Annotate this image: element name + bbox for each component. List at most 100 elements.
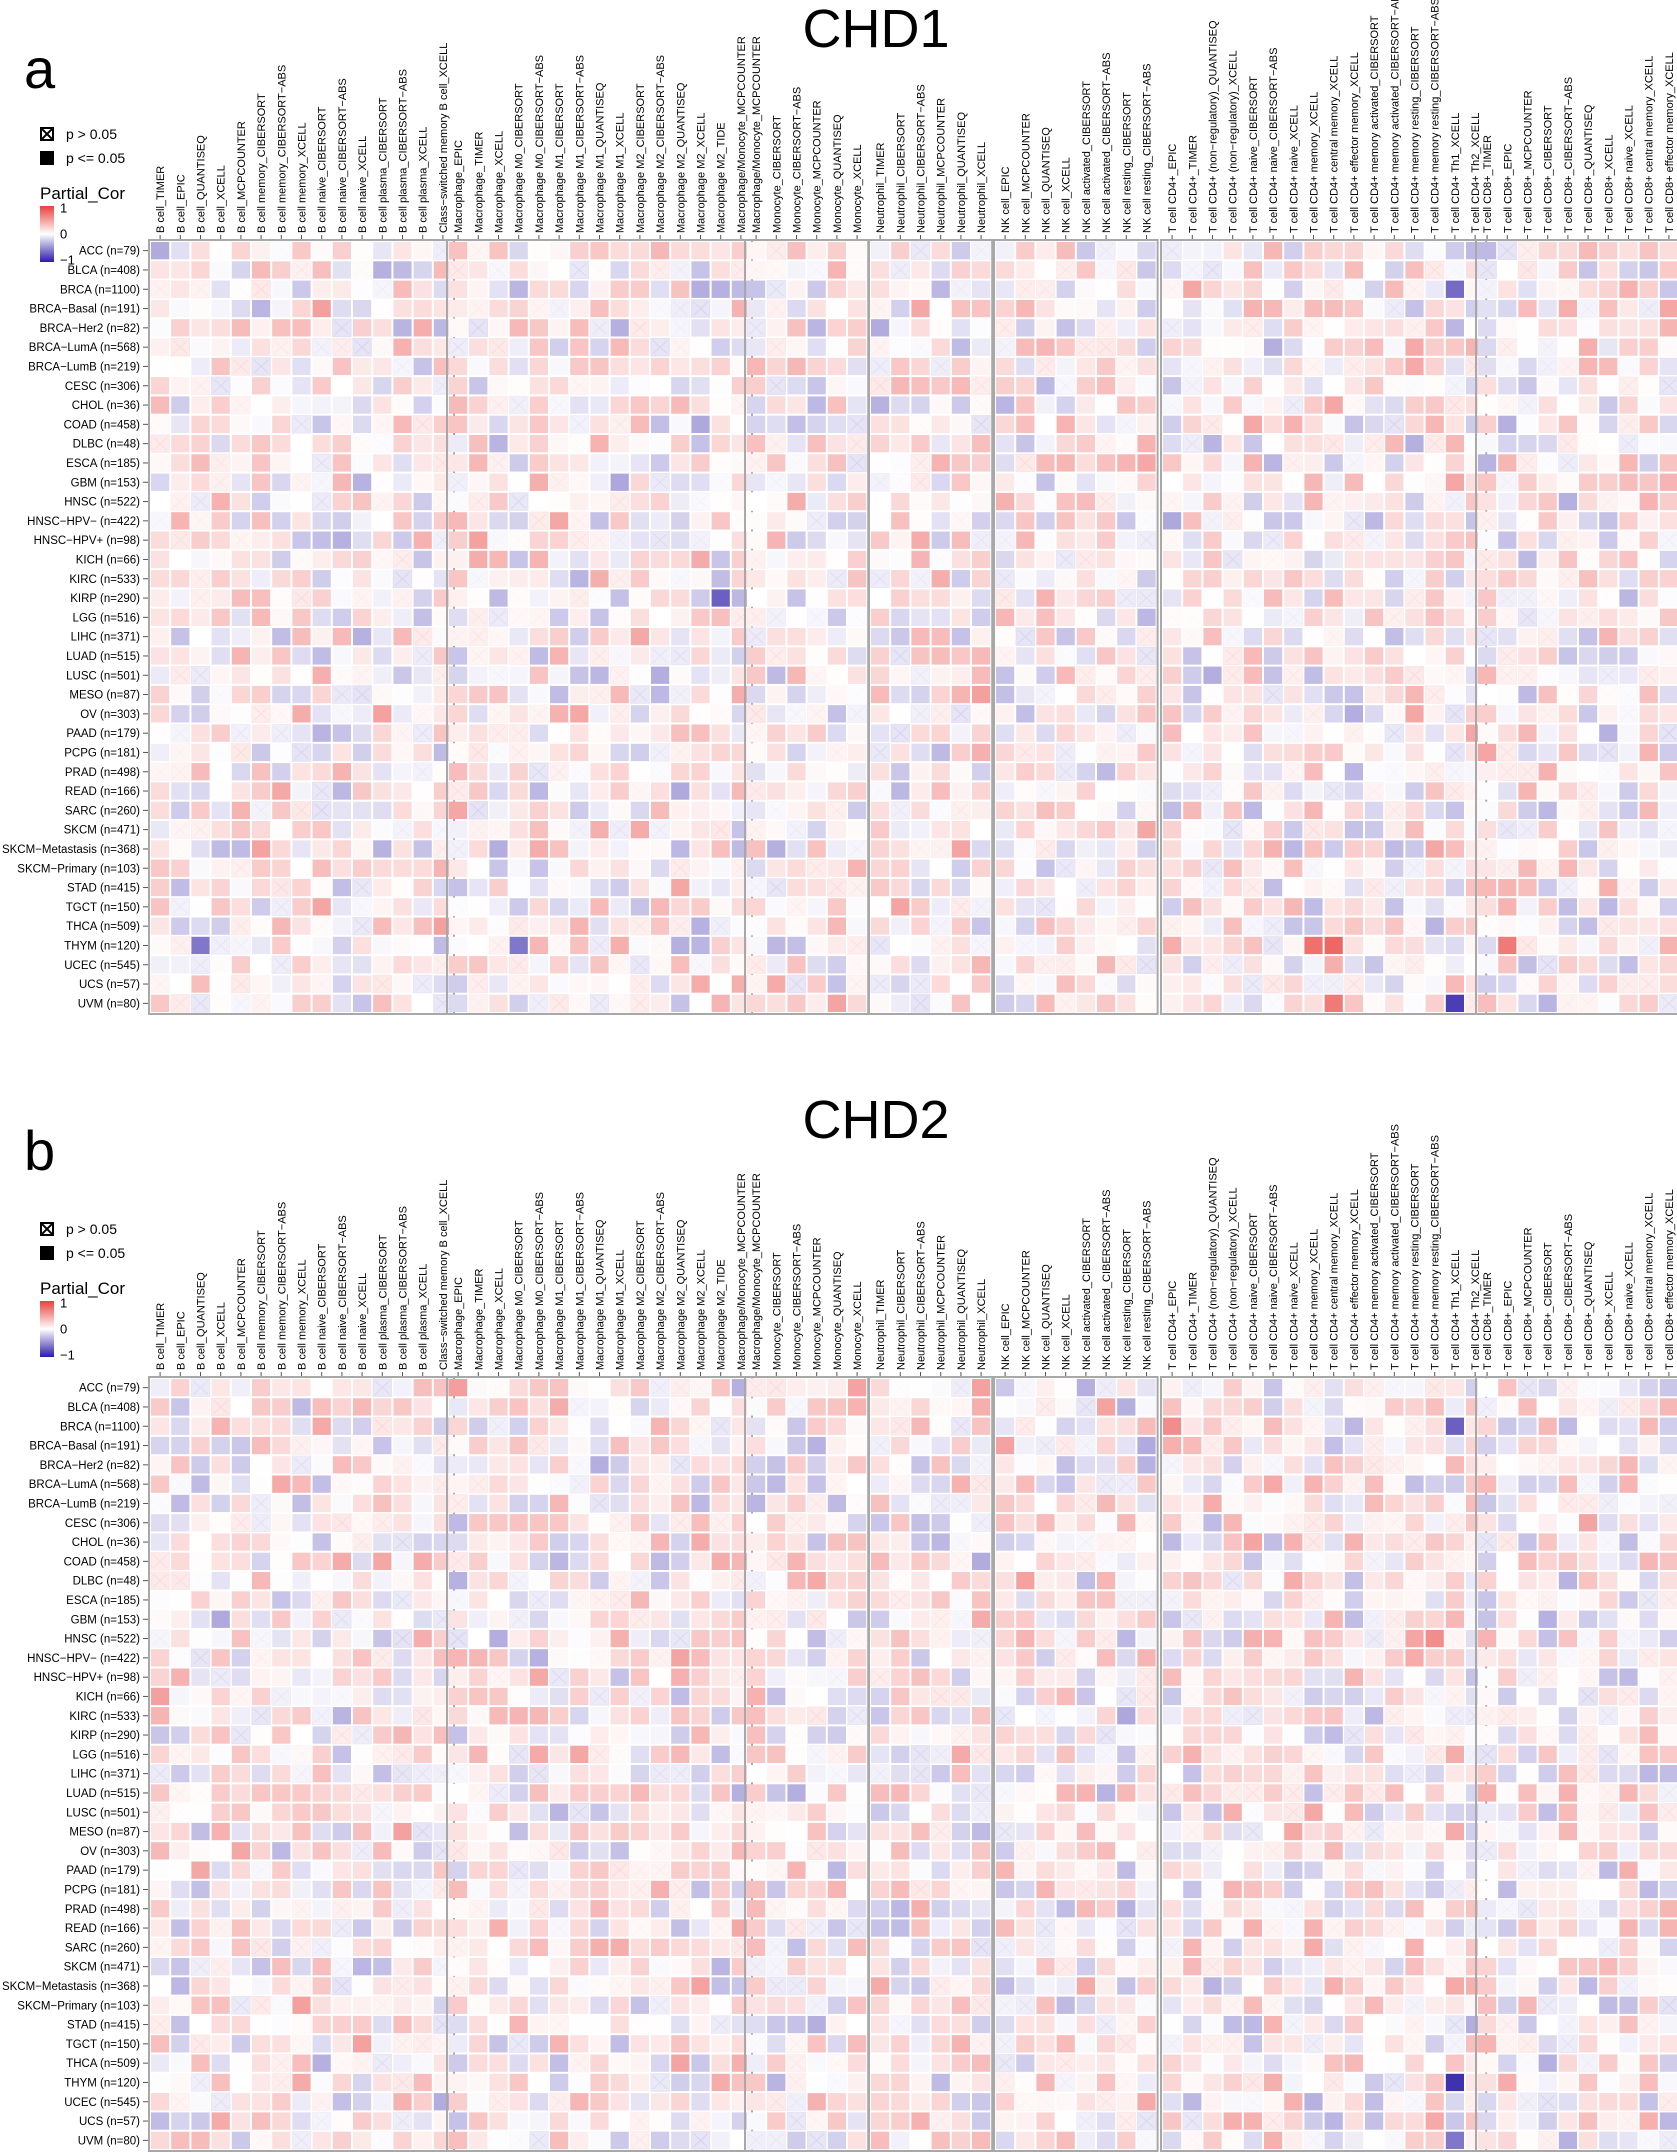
heatmap-cell <box>509 763 528 781</box>
ns-cross-mark <box>748 822 764 837</box>
colorbar-tick: 1 <box>60 200 68 216</box>
heatmap-cell <box>1076 492 1095 511</box>
heatmap-cell <box>767 319 786 337</box>
heatmap-cell <box>312 859 331 877</box>
heatmap-cell <box>1056 415 1075 433</box>
heatmap-cell <box>191 1494 210 1513</box>
heatmap-cell <box>1097 956 1116 974</box>
heatmap-cell <box>393 1880 412 1899</box>
ns-cross-mark <box>314 976 330 992</box>
heatmap-cell <box>449 1861 468 1879</box>
heatmap-cell <box>151 338 170 356</box>
heatmap-cell <box>292 512 311 530</box>
heatmap-cell <box>651 705 670 723</box>
heatmap-cell <box>509 319 528 337</box>
heatmap-cell <box>353 2131 372 2149</box>
ns-cross-mark <box>1326 282 1342 297</box>
heatmap-cell <box>151 319 170 337</box>
heatmap-cell <box>393 473 412 491</box>
heatmap-cell <box>996 492 1015 511</box>
heatmap-cell <box>1223 531 1242 549</box>
heatmap-cell <box>413 1745 432 1763</box>
heatmap-cell <box>1137 840 1156 858</box>
ns-cross-mark <box>748 552 764 567</box>
heatmap-cell <box>1056 666 1075 684</box>
heatmap-cell <box>211 2035 230 2053</box>
heatmap-cell <box>1405 801 1424 819</box>
ns-cross-mark <box>672 571 688 586</box>
column-label: Macrophage/Monocyte_MCPCOUNTER <box>736 36 748 233</box>
heatmap-cell <box>191 975 210 993</box>
heatmap-cell <box>373 2015 392 2034</box>
heatmap-cell <box>1304 608 1323 626</box>
row-label: ACC (n=79) <box>79 246 140 258</box>
ns-cross-mark <box>632 957 648 972</box>
heatmap-cell <box>332 2093 351 2111</box>
heatmap-cell <box>272 743 291 762</box>
heatmap-cell <box>1163 338 1182 356</box>
heatmap-cell <box>211 917 230 935</box>
heatmap-cell <box>1385 840 1404 858</box>
heatmap-cell <box>469 1610 488 1628</box>
ns-cross-mark <box>491 629 506 644</box>
ns-cross-mark <box>491 668 506 683</box>
heatmap-cell <box>373 1552 392 1570</box>
heatmap-cell <box>1137 878 1156 897</box>
column-label: Macrophage_EPIC <box>453 1277 465 1370</box>
row-label: KIRC (n=533) <box>69 574 140 586</box>
heatmap-cell <box>691 685 710 704</box>
heatmap-cell <box>151 2035 170 2053</box>
heatmap-cell <box>931 589 950 607</box>
heatmap-cell <box>272 801 291 819</box>
heatmap-cell <box>489 570 508 588</box>
row-label: BRCA−Her2 (n=82) <box>40 323 141 335</box>
ns-cross-mark <box>450 340 466 355</box>
heatmap-cell <box>312 415 331 433</box>
heatmap-cell <box>1478 956 1497 974</box>
heatmap-cell <box>393 280 412 298</box>
heatmap-cell <box>211 1687 230 1706</box>
ns-cross-mark <box>1447 378 1463 393</box>
heatmap-cell <box>151 1668 170 1686</box>
heatmap-cell <box>787 743 806 762</box>
heatmap-cell <box>1304 396 1323 414</box>
ns-cross-mark <box>314 455 330 471</box>
heatmap-cell <box>848 743 867 762</box>
heatmap-cell <box>211 1900 230 1918</box>
heatmap-cell <box>1599 859 1618 877</box>
heatmap-cell <box>1056 492 1075 511</box>
heatmap-cell <box>711 782 730 800</box>
heatmap-cell <box>1264 743 1283 762</box>
ns-cross-mark <box>1580 880 1596 895</box>
heatmap-cell <box>1223 608 1242 626</box>
heatmap-cell <box>1405 608 1424 626</box>
heatmap-cell <box>272 647 291 665</box>
ns-cross-mark <box>1058 764 1074 779</box>
heatmap-cell <box>1478 492 1497 511</box>
heatmap-cell <box>1425 647 1444 665</box>
ns-cross-mark <box>1245 880 1261 895</box>
ns-cross-mark <box>748 610 764 625</box>
heatmap-cell <box>413 357 432 376</box>
heatmap-cell <box>1619 647 1638 665</box>
heatmap-cell <box>312 512 331 530</box>
heatmap-cell <box>231 1745 250 1763</box>
heatmap-cell <box>1163 261 1182 279</box>
ns-cross-mark <box>1386 764 1402 779</box>
column-label: B cell_MCPCOUNTER <box>236 121 248 233</box>
heatmap-cell <box>1518 377 1537 395</box>
heatmap-cell <box>171 1726 190 1744</box>
heatmap-cell <box>151 782 170 800</box>
heatmap-cell <box>1183 338 1202 356</box>
heatmap-cell <box>272 1861 291 1879</box>
heatmap-cell <box>1203 628 1222 646</box>
heatmap-cell <box>393 1726 412 1744</box>
heatmap-cell <box>449 1456 468 1474</box>
heatmap-cell <box>1203 763 1222 781</box>
heatmap-cell <box>1478 705 1497 723</box>
heatmap-cell <box>1324 840 1343 858</box>
ns-cross-mark <box>913 841 928 857</box>
heatmap-cell <box>413 1610 432 1628</box>
heatmap-cell <box>590 396 609 414</box>
heatmap-cell <box>191 1861 210 1879</box>
